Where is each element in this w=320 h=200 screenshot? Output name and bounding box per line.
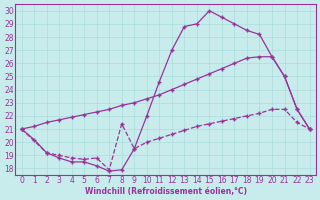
X-axis label: Windchill (Refroidissement éolien,°C): Windchill (Refroidissement éolien,°C) (84, 187, 247, 196)
